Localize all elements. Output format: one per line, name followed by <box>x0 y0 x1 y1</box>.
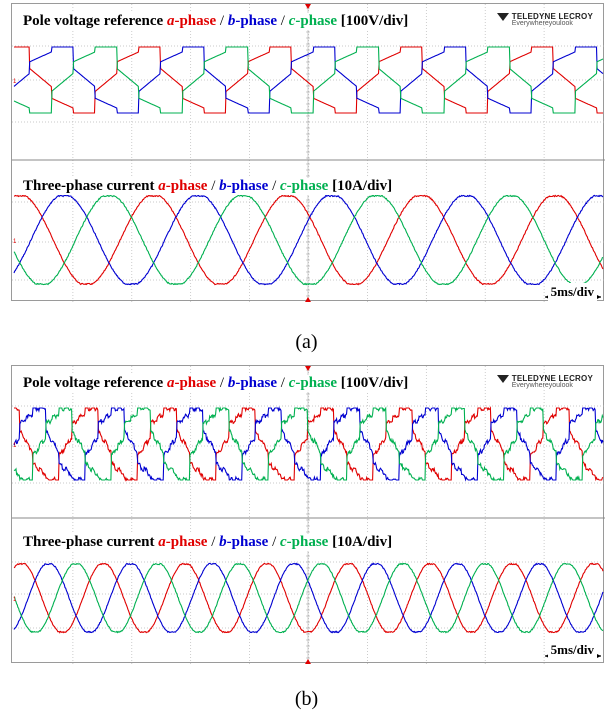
legend-a-phase-label: -phase <box>165 178 208 194</box>
legend-separator: / <box>216 375 228 391</box>
channel-marker: 1 <box>13 597 17 603</box>
voltage-title-prefix: Pole voltage reference <box>23 375 167 391</box>
legend-b-phase-label: -phase <box>235 13 278 29</box>
legend-separator: / <box>268 534 280 550</box>
logo-slogan: Everywhereyoulook <box>511 20 573 27</box>
legend-c-phase-letter: c <box>288 375 296 391</box>
current-title-prefix: Three-phase current <box>23 178 159 194</box>
voltage-title-b: Pole voltage reference a-phase / b-phase… <box>21 375 411 392</box>
logo-slogan: Everywhereyoulook <box>511 382 573 389</box>
current-trace-c-phase <box>13 194 604 286</box>
legend-c-phase-letter: c <box>288 13 296 29</box>
trigger-marker-top <box>305 4 311 9</box>
teledyne-lecroy-logo: TELEDYNE LECROY Everywhereyoulook <box>496 12 593 27</box>
legend-separator: / <box>207 178 220 194</box>
legend-a-phase-letter: a <box>166 13 175 29</box>
legend-separator: / <box>216 13 228 29</box>
voltage-scale-label: [100V/div] <box>337 375 409 391</box>
trigger-marker-bottom <box>305 659 311 664</box>
channel-marker: 1 <box>13 443 17 449</box>
current-title-prefix: Three-phase current <box>23 534 159 550</box>
legend-separator: / <box>268 178 280 194</box>
legend-c-phase-label: -phase <box>286 534 329 550</box>
legend-separator: / <box>277 375 289 391</box>
trigger-marker-bottom <box>305 297 311 302</box>
legend-b-phase-label: -phase <box>235 375 278 391</box>
voltage-title-a: Pole voltage reference a-phase / b-phase… <box>21 13 411 30</box>
current-trace-a-phase <box>13 562 604 634</box>
legend-a-phase-letter: a <box>158 534 166 550</box>
current-trace-a-phase <box>13 194 604 286</box>
time-div-text: 5ms/div <box>550 642 594 657</box>
time-div-label-a: 5ms/div <box>547 283 597 301</box>
current-scale-label: [10A/div] <box>328 534 393 550</box>
legend-c-phase-label: -phase <box>295 375 338 391</box>
legend-b-phase-label: -phase <box>226 534 269 550</box>
logo-brand: TELEDYNE LECROY <box>511 374 593 383</box>
current-trace-b-phase <box>13 194 604 286</box>
oscilloscope-plot-b: 11 <box>12 366 605 664</box>
legend-b-phase-label: -phase <box>226 178 269 194</box>
legend-a-phase-label: -phase <box>165 534 208 550</box>
channel-marker: 1 <box>13 79 17 85</box>
trigger-marker-top <box>305 366 311 371</box>
current-trace-c-phase <box>13 562 604 634</box>
legend-separator: / <box>277 13 289 29</box>
voltage-scale-label: [100V/div] <box>337 13 409 29</box>
voltage-title-prefix: Pole voltage reference <box>23 13 167 29</box>
legend-a-phase-letter: a <box>166 375 175 391</box>
caption-b: (b) <box>294 688 319 710</box>
voltage-trace-b-phase <box>13 46 604 114</box>
current-title-a: Three-phase current a-phase / b-phase / … <box>21 178 395 195</box>
legend-c-phase-letter: c <box>279 534 287 550</box>
legend-c-phase-label: -phase <box>286 178 329 194</box>
voltage-trace-c-phase <box>13 46 604 114</box>
legend-b-phase-letter: b <box>227 375 236 391</box>
current-title-b: Three-phase current a-phase / b-phase / … <box>21 534 395 551</box>
oscilloscope-plot-a: 11 <box>12 4 605 302</box>
legend-b-phase-letter: b <box>219 178 227 194</box>
logo-brand: TELEDYNE LECROY <box>511 12 593 21</box>
legend-c-phase-letter: c <box>279 178 287 194</box>
grid <box>12 4 605 302</box>
legend-a-phase-label: -phase <box>174 375 217 391</box>
lecroy-mark-icon <box>496 12 509 21</box>
legend-b-phase-letter: b <box>219 534 227 550</box>
legend-separator: / <box>207 534 220 550</box>
legend-b-phase-letter: b <box>227 13 236 29</box>
time-div-text: 5ms/div <box>550 284 594 299</box>
voltage-trace-b-phase <box>13 406 604 482</box>
voltage-trace-a-phase <box>14 405 604 482</box>
time-div-label-b: 5ms/div <box>547 641 597 659</box>
grid <box>12 366 605 664</box>
channel-marker: 1 <box>13 239 17 245</box>
current-scale-label: [10A/div] <box>328 178 393 194</box>
lecroy-mark-icon <box>496 374 509 383</box>
legend-a-phase-letter: a <box>158 178 166 194</box>
legend-a-phase-label: -phase <box>174 13 217 29</box>
caption-a: (a) <box>295 331 318 353</box>
voltage-trace-c-phase <box>13 406 604 482</box>
legend-c-phase-label: -phase <box>295 13 338 29</box>
voltage-trace-a-phase <box>14 46 603 114</box>
current-trace-b-phase <box>13 562 604 634</box>
teledyne-lecroy-logo: TELEDYNE LECROY Everywhereyoulook <box>496 374 593 389</box>
